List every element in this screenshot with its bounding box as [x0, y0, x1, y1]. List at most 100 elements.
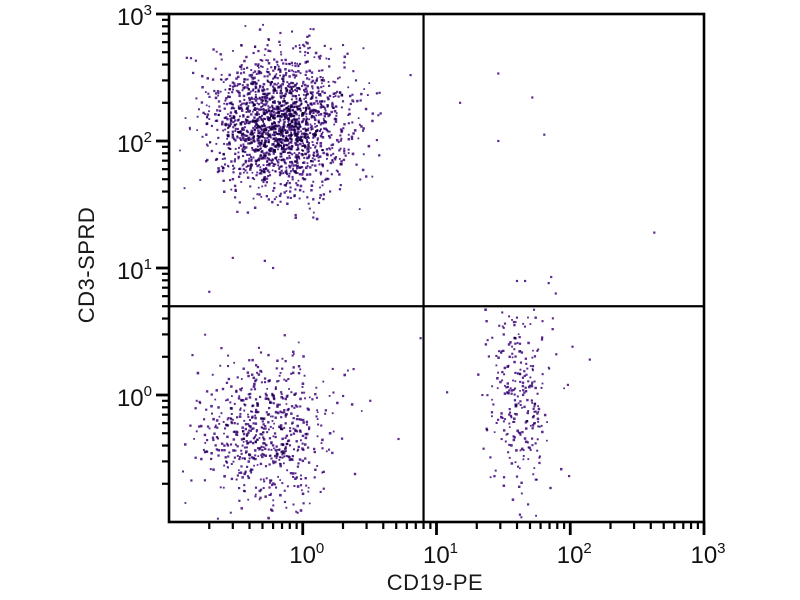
data-point [513, 360, 516, 364]
data-point [240, 130, 243, 133]
data-point [230, 413, 233, 415]
data-point [290, 372, 293, 375]
data-point [283, 489, 286, 492]
data-point [262, 108, 265, 111]
data-point [271, 169, 274, 172]
data-point [195, 97, 198, 100]
data-point [290, 164, 292, 167]
data-point [268, 92, 271, 95]
data-point [234, 148, 237, 150]
data-point [256, 464, 259, 466]
data-point [295, 118, 298, 121]
data-point [259, 58, 262, 61]
data-point [270, 159, 273, 162]
data-point [310, 81, 313, 84]
data-point [254, 434, 257, 437]
data-point [301, 120, 305, 123]
data-point [266, 131, 269, 134]
data-point [318, 130, 321, 133]
data-point [511, 319, 513, 321]
data-point [246, 433, 249, 436]
data-point [329, 47, 332, 50]
data-point [283, 426, 286, 429]
data-point [210, 393, 213, 396]
data-point [239, 130, 241, 133]
data-point [509, 414, 513, 418]
data-point [306, 42, 309, 45]
data-point [252, 81, 256, 84]
data-point [248, 142, 251, 145]
data-point [266, 156, 269, 159]
data-point [217, 100, 221, 103]
data-point [248, 138, 251, 141]
data-point [257, 129, 260, 132]
data-point [284, 161, 287, 165]
data-point [541, 320, 544, 323]
data-point [259, 432, 262, 436]
data-point [501, 370, 504, 374]
data-point [271, 415, 274, 418]
data-point [297, 70, 300, 73]
data-point [337, 141, 340, 144]
data-point [325, 177, 328, 181]
data-point [307, 490, 310, 493]
data-point [259, 462, 263, 466]
data-point [279, 92, 282, 95]
data-point [304, 436, 308, 440]
data-point [224, 116, 228, 119]
tick-label: 103 [690, 540, 725, 569]
data-point [221, 120, 224, 123]
data-point [277, 148, 279, 151]
data-point [292, 169, 294, 172]
data-point [289, 134, 292, 138]
data-point [326, 157, 328, 160]
data-point [299, 99, 303, 103]
data-point [500, 412, 503, 415]
data-point [311, 398, 314, 401]
data-point [219, 486, 222, 489]
data-point [266, 88, 269, 91]
data-point [258, 84, 262, 88]
data-point [273, 100, 276, 103]
data-point [521, 381, 525, 384]
data-point [275, 196, 278, 198]
data-point [271, 420, 274, 422]
data-point [275, 486, 278, 489]
data-point [206, 115, 209, 118]
data-point [489, 456, 492, 459]
data-point [289, 472, 293, 475]
data-point [257, 72, 260, 75]
data-point [282, 74, 285, 77]
data-point [551, 328, 554, 331]
data-point [278, 194, 282, 198]
data-point [279, 424, 283, 427]
data-point [273, 76, 276, 79]
data-point [254, 63, 257, 66]
data-point [279, 70, 282, 73]
data-point [512, 320, 516, 324]
data-point [342, 127, 345, 130]
data-point [260, 101, 263, 104]
data-point [214, 113, 217, 116]
data-point [267, 49, 270, 52]
data-point [223, 444, 226, 447]
data-point [304, 87, 308, 90]
data-point [274, 460, 277, 464]
data-point [251, 82, 254, 85]
data-point [371, 112, 374, 115]
data-point [289, 152, 292, 155]
data-point [268, 97, 271, 101]
data-point [304, 457, 307, 460]
data-point [243, 86, 247, 89]
data-point [268, 150, 272, 153]
data-point [216, 170, 220, 174]
data-point [246, 465, 249, 468]
data-point [266, 164, 269, 167]
data-point [236, 135, 239, 137]
data-point [236, 474, 239, 477]
data-point [258, 448, 261, 451]
data-point [500, 351, 503, 354]
data-point [304, 100, 307, 103]
data-point [313, 158, 316, 161]
data-point [304, 129, 308, 133]
